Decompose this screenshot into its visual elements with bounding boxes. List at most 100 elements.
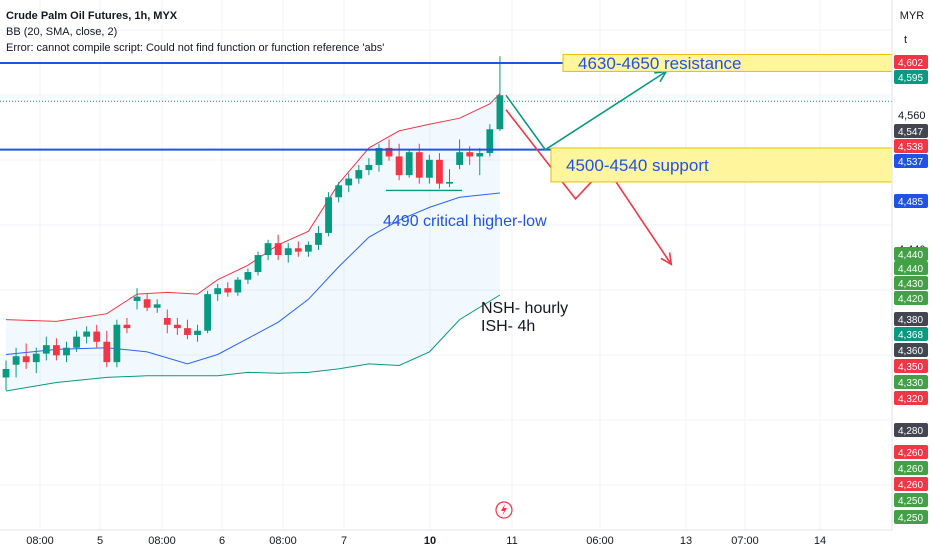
candle: [274, 234, 282, 261]
symbol-title[interactable]: Crude Palm Oil Futures, 1h, MYX: [6, 10, 178, 22]
bull-projection-head: [654, 70, 668, 83]
price-label: 4,420: [894, 291, 928, 305]
projection-paths[interactable]: [505, 70, 673, 266]
bull-projection: [505, 70, 667, 151]
time-tick: 11: [506, 535, 517, 547]
support-label: 4500-4540 support: [566, 156, 709, 175]
flash-icon[interactable]: [495, 501, 513, 519]
candle-body: [143, 299, 151, 308]
candle-body: [274, 243, 282, 256]
price-label-bg: [894, 343, 928, 357]
currency-label[interactable]: MYR: [900, 10, 925, 22]
price-label: 4,602: [894, 55, 928, 69]
price-label-text: 4,260: [898, 480, 923, 491]
note-nsh: NSH- hourly: [481, 300, 568, 317]
price-label-text: 4,260: [898, 464, 923, 475]
price-label-text: 4,547: [898, 127, 923, 138]
price-label-bg: [894, 154, 928, 168]
candle-body: [345, 178, 353, 186]
candle: [294, 241, 302, 257]
candle: [2, 360, 10, 391]
bollinger-bands: [5, 93, 501, 392]
candle-body: [173, 324, 181, 329]
candle: [93, 324, 101, 348]
bb-lower-line: [5, 294, 501, 392]
price-label-bg: [894, 359, 928, 373]
candle: [83, 326, 91, 344]
candle-body: [123, 324, 131, 329]
candle-body: [133, 296, 141, 301]
price-label: 4,440: [894, 247, 928, 261]
candle-body: [496, 95, 504, 130]
candle-body: [214, 288, 222, 295]
candle: [153, 299, 161, 313]
indicator-title[interactable]: BB (20, SMA, close, 2): [6, 26, 118, 38]
candle: [173, 317, 181, 335]
candle-body: [335, 185, 343, 198]
candle: [456, 139, 463, 170]
price-label-bg: [894, 445, 928, 459]
error-message: Error: cannot compile script: Could not …: [6, 42, 385, 54]
price-label: 4,280: [894, 423, 928, 437]
price-label-text: 4,420: [898, 294, 923, 305]
candle-body: [2, 368, 10, 378]
price-label-text: 4,602: [898, 58, 923, 69]
candle-body: [12, 356, 20, 365]
price-label: 4,595: [894, 70, 928, 84]
candle-body: [415, 152, 423, 178]
price-label: 4,350: [894, 359, 928, 373]
candle: [476, 147, 484, 176]
candle: [365, 158, 373, 176]
price-label-bg: [894, 510, 928, 524]
time-tick: 13: [680, 535, 692, 547]
price-label: 4,380: [894, 312, 928, 326]
candle: [305, 241, 312, 257]
price-label: 4,260: [894, 477, 928, 491]
candle: [325, 192, 332, 237]
candle: [113, 319, 121, 368]
candle-body: [53, 345, 60, 356]
price-label-text: 4,368: [898, 330, 923, 341]
price-label-bg: [894, 70, 928, 84]
candle-body: [103, 341, 111, 363]
candle: [53, 338, 60, 361]
candle-body: [163, 317, 171, 325]
price-label-bg: [894, 327, 928, 341]
time-tick: 7: [341, 535, 347, 547]
time-tick: 14: [814, 535, 826, 547]
bear-projection-head: [660, 252, 673, 266]
price-label: 4,250: [894, 510, 928, 524]
candle-body: [264, 243, 272, 256]
candle-body: [32, 353, 40, 363]
candle: [184, 319, 191, 340]
price-label-bg: [894, 391, 928, 405]
price-label-bg: [894, 423, 928, 437]
candle-body: [73, 336, 80, 348]
candle: [32, 347, 40, 374]
candle: [425, 154, 433, 184]
bear-projection: [505, 109, 672, 265]
unit-label[interactable]: t: [904, 34, 907, 46]
candle-body: [294, 248, 302, 252]
time-ticks: 08:00 5 08:00 6 08:00 7 10 11 06:00 13 07:00 14: [26, 535, 826, 547]
candles: [2, 56, 504, 391]
time-tick: 08:00: [269, 535, 297, 547]
candle: [214, 283, 222, 301]
price-label-bg: [894, 261, 928, 275]
candle: [244, 268, 252, 284]
candle-body: [466, 152, 474, 157]
grid: [0, 0, 892, 530]
candle-body: [305, 244, 312, 252]
price-label-text: 4,380: [898, 315, 923, 326]
candle: [284, 243, 292, 263]
candle-body: [486, 129, 494, 154]
price-label-bg: [894, 312, 928, 326]
price-label-bg: [894, 375, 928, 389]
candle-body: [436, 159, 443, 184]
price-label-text: 4,595: [898, 73, 923, 84]
price-label-bg: [894, 477, 928, 491]
price-label-text: 4,485: [898, 197, 923, 208]
candle: [486, 124, 494, 157]
price-label-text: 4,440: [898, 264, 923, 275]
